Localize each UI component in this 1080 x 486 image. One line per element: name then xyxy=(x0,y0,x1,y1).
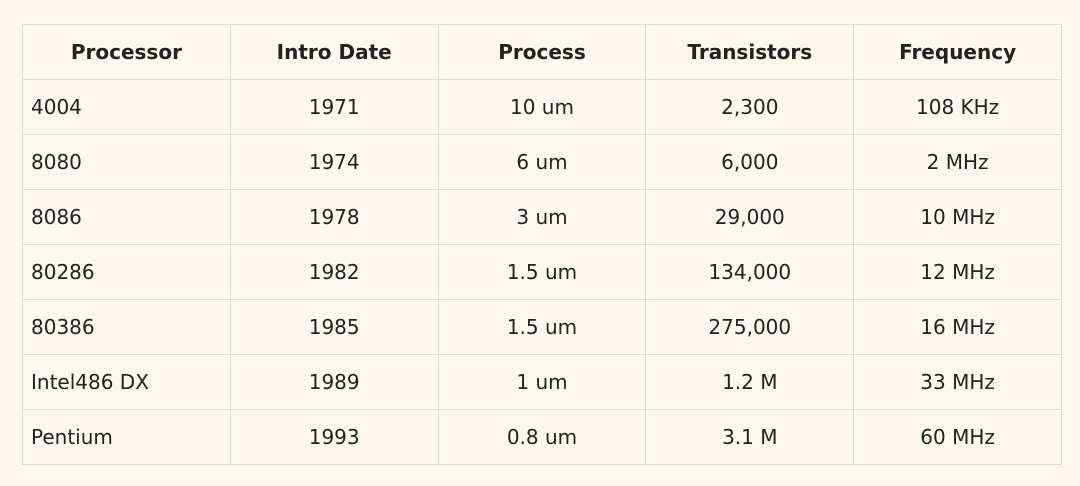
table-cell: 4004 xyxy=(22,79,231,135)
table-cell: 1971 xyxy=(229,79,439,135)
table-row: 80286 1982 1.5 um 134,000 12 MHz xyxy=(22,244,1062,300)
table-cell: 1.2 M xyxy=(645,354,855,410)
table-cell: 0.8 um xyxy=(437,409,647,465)
table-cell: 108 KHz xyxy=(853,79,1062,135)
table-cell: 12 MHz xyxy=(853,244,1062,300)
table-cell: 6,000 xyxy=(645,134,855,190)
table-container: Processor Intro Date Process Transistors Fre… xyxy=(22,24,1062,465)
table-cell: 6 um xyxy=(437,134,647,190)
table-cell: 10 um xyxy=(437,79,647,135)
table-cell: Pentium xyxy=(22,409,231,465)
table-cell: 80386 xyxy=(22,299,231,355)
header-cell: Transistors xyxy=(645,24,855,80)
table-cell: 29,000 xyxy=(645,189,855,245)
table-row: 80386 1985 1.5 um 275,000 16 MHz xyxy=(22,299,1062,355)
processor-table: Processor Intro Date Process Transistors Fre… xyxy=(22,24,1062,465)
table-cell: 1.5 um xyxy=(437,299,647,355)
table-cell: 2 MHz xyxy=(853,134,1062,190)
table-cell: 3 um xyxy=(437,189,647,245)
table-row: 4004 1971 10 um 2,300 108 KHz xyxy=(22,79,1062,135)
table-cell: 10 MHz xyxy=(853,189,1062,245)
table-cell: 1989 xyxy=(229,354,439,410)
table-cell: 16 MHz xyxy=(853,299,1062,355)
table-row: Intel486 DX 1989 1 um 1.2 M 33 MHz xyxy=(22,354,1062,410)
table-row: 8086 1978 3 um 29,000 10 MHz xyxy=(22,189,1062,245)
table-cell: 1974 xyxy=(229,134,439,190)
table-row: 8080 1974 6 um 6,000 2 MHz xyxy=(22,134,1062,190)
table-cell: 1985 xyxy=(229,299,439,355)
header-row: Processor Intro Date Process Transistors Fre… xyxy=(22,24,1062,80)
header-cell: Processor xyxy=(22,24,231,80)
table-cell: 134,000 xyxy=(645,244,855,300)
table-cell: 1 um xyxy=(437,354,647,410)
table-cell: 1982 xyxy=(229,244,439,300)
table-cell: 3.1 M xyxy=(645,409,855,465)
header-cell: Intro Date xyxy=(229,24,439,80)
header-cell: Process xyxy=(437,24,647,80)
table-cell: 60 MHz xyxy=(853,409,1062,465)
table-row: Pentium 1993 0.8 um 3.1 M 60 MHz xyxy=(22,409,1062,465)
table-cell: 275,000 xyxy=(645,299,855,355)
table-cell: Intel486 DX xyxy=(22,354,231,410)
table-cell: 80286 xyxy=(22,244,231,300)
table-cell: 8080 xyxy=(22,134,231,190)
table-cell: 1.5 um xyxy=(437,244,647,300)
table-cell: 1993 xyxy=(229,409,439,465)
header-cell: Frequency xyxy=(853,24,1062,80)
table-cell: 33 MHz xyxy=(853,354,1062,410)
table-cell: 8086 xyxy=(22,189,231,245)
table-cell: 1978 xyxy=(229,189,439,245)
table-cell: 2,300 xyxy=(645,79,855,135)
